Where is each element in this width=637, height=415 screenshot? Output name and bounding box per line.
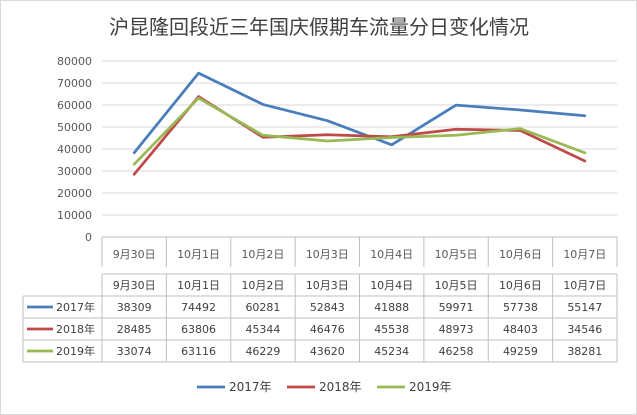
series-line-2017年: [132, 71, 587, 155]
table-value-cell: 45234: [374, 345, 409, 358]
x-tick-label: 10月7日: [563, 248, 606, 261]
series-lines: [132, 71, 587, 176]
table-series-name: 2019年: [56, 344, 95, 358]
table-series-name: 2018年: [56, 322, 95, 336]
legend-label: 2018年: [319, 380, 362, 394]
x-tick-label: 10月3日: [306, 248, 349, 261]
table-value-cell: 38309: [117, 301, 152, 314]
table-value-cell: 55147: [567, 301, 602, 314]
y-tick-label: 0: [85, 231, 92, 244]
table-value-cell: 49259: [503, 345, 538, 358]
table-header-cell: 10月4日: [370, 279, 413, 292]
table-header-cell: 10月2日: [241, 279, 284, 292]
legend-label: 2017年: [229, 380, 272, 394]
table-value-cell: 28485: [117, 323, 152, 336]
table-value-cell: 63806: [181, 323, 216, 336]
table-value-cell: 46258: [439, 345, 474, 358]
x-axis: 9月30日 10月1日 10月2日 10月3日 10月4日 10月5日 10月6日 10月7日: [101, 236, 618, 267]
series-line-2019年: [132, 96, 587, 166]
table-value-cell: 57738: [503, 301, 538, 314]
table-value-cell: 63116: [181, 345, 216, 358]
table-value-cell: 43620: [310, 345, 345, 358]
legend: 2017年 2018年 2019年: [197, 380, 452, 394]
table-value-cell: 52843: [310, 301, 345, 314]
table-value-cell: 33074: [117, 345, 152, 358]
legend-label: 2019年: [409, 380, 452, 394]
table-value-cell: 46476: [310, 323, 345, 336]
table-value-cell: 59971: [439, 301, 474, 314]
table-value-cell: 41888: [374, 301, 409, 314]
y-tick-label: 20000: [57, 187, 92, 200]
chart-title: 沪昆隆回段近三年国庆假期车流量分日变化情况: [109, 15, 529, 39]
table-value-cell: 34546: [567, 323, 602, 336]
table-header-cell: 10月1日: [177, 279, 220, 292]
table-value-cell: 45344: [245, 323, 280, 336]
x-tick-label: 10月1日: [177, 248, 220, 261]
x-tick-label: 10月2日: [241, 248, 284, 261]
data-table: 9月30日 10月1日 10月2日 10月3日 10月4日 10月5日 10月6日 10月7日…: [22, 273, 618, 363]
table-header-cell: 9月30日: [113, 279, 156, 292]
y-tick-label: 10000: [57, 209, 92, 222]
y-tick-label: 60000: [57, 99, 92, 112]
series-line-2018年: [132, 95, 587, 176]
table-value-cell: 60281: [245, 301, 280, 314]
table-header-cell: 10月6日: [499, 279, 542, 292]
y-tick-label: 40000: [57, 143, 92, 156]
table-value-cell: 74492: [181, 301, 216, 314]
y-tick-label: 80000: [57, 55, 92, 68]
table-value-cell: 46229: [245, 345, 280, 358]
table-series-name: 2017年: [56, 300, 95, 314]
x-tick-label: 10月5日: [435, 248, 478, 261]
y-tick-label: 50000: [57, 121, 92, 134]
y-tick-label: 70000: [57, 77, 92, 90]
gridlines: [102, 60, 617, 216]
table-header-cell: 10月5日: [435, 279, 478, 292]
y-axis: 0 10000 20000 30000 40000 50000 60000 70000 8000…: [57, 55, 92, 244]
x-tick-label: 9月30日: [113, 248, 156, 261]
table-value-cell: 48403: [503, 323, 538, 336]
table-value-cell: 48973: [439, 323, 474, 336]
x-tick-label: 10月6日: [499, 248, 542, 261]
y-tick-label: 30000: [57, 165, 92, 178]
x-tick-label: 10月4日: [370, 248, 413, 261]
table-header-cell: 10月7日: [563, 279, 606, 292]
table-header-cell: 10月3日: [306, 279, 349, 292]
table-value-cell: 38281: [567, 345, 602, 358]
table-value-cell: 45538: [374, 323, 409, 336]
